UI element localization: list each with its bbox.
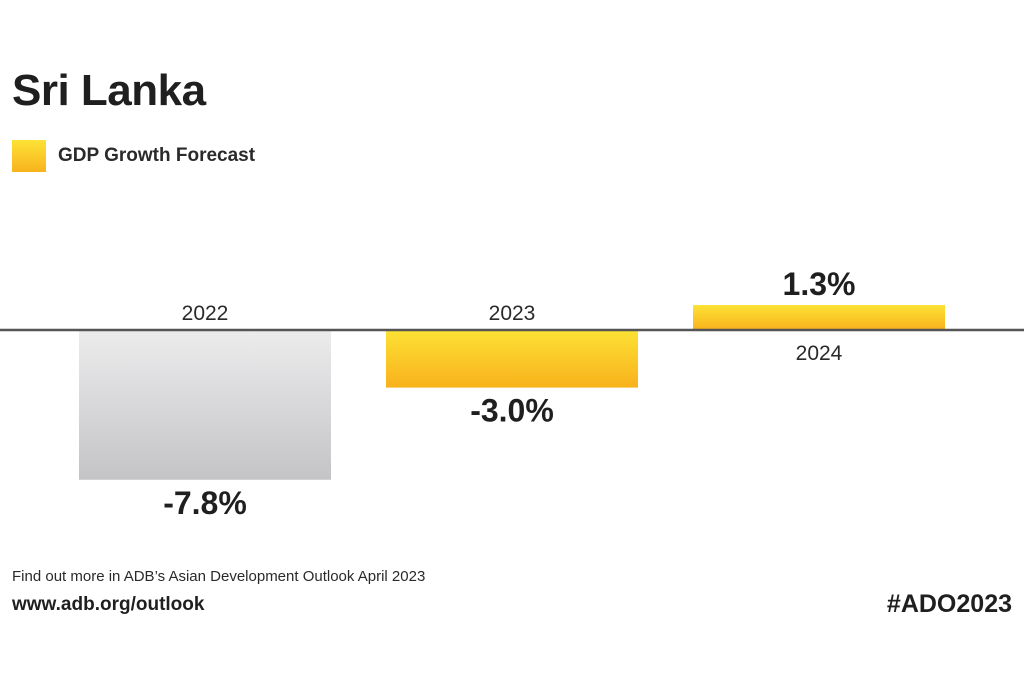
value-label-2023: -3.0% xyxy=(470,393,554,429)
value-label-2024: 1.3% xyxy=(783,266,856,302)
value-label-2022: -7.8% xyxy=(163,485,247,521)
footer-url-link[interactable]: www.adb.org/outlook xyxy=(12,594,205,615)
bar-2024 xyxy=(693,305,945,330)
category-label-2022: 2022 xyxy=(182,302,229,325)
chart-title: Sri Lanka xyxy=(12,66,206,115)
hashtag: #ADO2023 xyxy=(886,590,1012,618)
bar-2023 xyxy=(386,330,638,388)
bar-2022 xyxy=(79,330,331,480)
legend-label: GDP Growth Forecast xyxy=(58,145,256,166)
category-label-2024: 2024 xyxy=(796,342,843,365)
legend: GDP Growth Forecast xyxy=(12,140,255,172)
category-label-2023: 2023 xyxy=(489,302,536,325)
legend-swatch xyxy=(12,140,46,172)
footer-note: Find out more in ADB’s Asian Development… xyxy=(12,568,426,585)
